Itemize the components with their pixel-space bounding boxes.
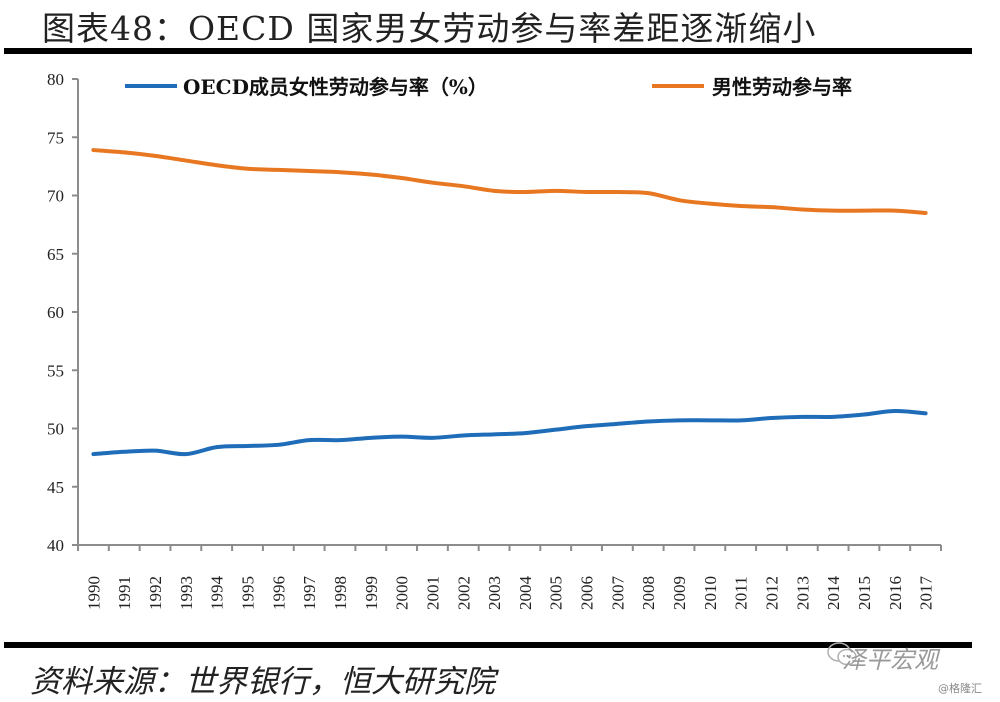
- y-tick-label: 45: [47, 478, 64, 497]
- y-tick-label: 70: [47, 187, 64, 206]
- axes: 40 45 50 55 60 65 70 75 80 1990 1991 1992 1993 1994 19…: [47, 70, 942, 611]
- x-tick-label: 2013: [793, 576, 812, 610]
- x-tick-label: 2004: [516, 576, 535, 611]
- y-tick-label: 65: [47, 245, 64, 264]
- x-tick-label: 2007: [608, 576, 627, 611]
- y-tick-label: 60: [47, 303, 64, 322]
- x-tick-label: 1991: [115, 576, 134, 610]
- credit-text: @格隆汇: [938, 682, 982, 695]
- x-tick-label: 1998: [331, 576, 350, 610]
- x-tick-label: 1990: [84, 576, 103, 610]
- x-tick-label: 1996: [269, 576, 288, 610]
- page-title: 图表48：OECD 国家男女劳动参与率差距逐渐缩小: [42, 9, 817, 48]
- x-tick-label: 2008: [639, 576, 658, 610]
- x-tick-label: 1995: [239, 576, 258, 610]
- x-tick-label: 1999: [362, 576, 381, 610]
- x-tick-label: 1997: [300, 576, 319, 611]
- x-tick-label: 2011: [732, 576, 751, 609]
- x-tick-label: 2000: [393, 576, 412, 610]
- x-tick-label: 2015: [855, 576, 874, 610]
- watermark-text: 泽平宏观: [842, 646, 938, 674]
- source-rule: [4, 642, 972, 648]
- legend-label-1: 男性劳动参与率: [712, 75, 852, 99]
- series-line-1: [91, 148, 928, 215]
- legend: OECD成员女性劳动参与率（%） 男性劳动参与率: [125, 75, 852, 99]
- x-tick-label: 2005: [547, 576, 566, 610]
- x-tick-label: 2006: [578, 576, 597, 610]
- legend-label-0: OECD成员女性劳动参与率（%）: [183, 75, 488, 99]
- y-tick-label: 40: [47, 536, 64, 555]
- x-tick-label: 1992: [146, 576, 165, 610]
- y-tick-label: 80: [47, 70, 64, 89]
- x-tick-label: 2003: [485, 576, 504, 610]
- y-tick-label: 75: [47, 128, 64, 147]
- title-rule: [4, 48, 972, 54]
- wechat-icon: [827, 642, 857, 666]
- line-chart: 40 45 50 55 60 65 70 75 80 1990 1991 1992 1993 1994 19…: [47, 70, 942, 611]
- x-tick-label: 2012: [762, 576, 781, 610]
- x-tick-label: 2009: [670, 576, 689, 610]
- x-tick-label: 1993: [177, 576, 196, 610]
- x-tick-label: 2010: [701, 576, 720, 610]
- x-tick-label: 2001: [423, 576, 442, 610]
- series-line-0: [91, 409, 928, 457]
- x-tick-label: 2017: [917, 576, 936, 611]
- x-tick-label: 1994: [208, 576, 227, 611]
- y-tick-label: 50: [47, 420, 64, 439]
- x-tick-label: 2016: [886, 576, 905, 610]
- series-lines: [91, 148, 928, 457]
- x-tick-label: 2002: [454, 576, 473, 610]
- source-note: 资料来源：世界银行，恒大研究院: [30, 664, 495, 700]
- x-tick-label: 2014: [824, 576, 843, 611]
- y-tick-label: 55: [47, 361, 64, 380]
